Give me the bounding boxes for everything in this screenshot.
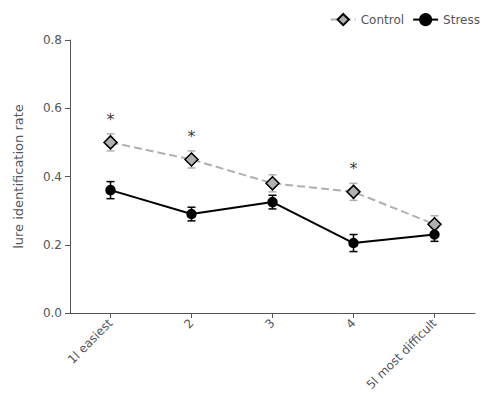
svg-text:0.8: 0.8 [43, 33, 62, 47]
svg-text:*: * [107, 110, 115, 129]
svg-text:0.4: 0.4 [43, 170, 62, 184]
svg-text:lure identification rate: lure identification rate [11, 104, 26, 249]
svg-text:1l easiest: 1l easiest [65, 316, 116, 367]
svg-text:Stress: Stress [443, 13, 480, 27]
svg-text:Control: Control [361, 13, 404, 27]
svg-text:4: 4 [343, 316, 358, 331]
svg-text:3: 3 [262, 316, 277, 331]
svg-text:5l most difficult: 5l most difficult [364, 316, 440, 392]
svg-text:2: 2 [181, 316, 196, 331]
svg-text:0.6: 0.6 [43, 101, 62, 115]
svg-text:*: * [188, 127, 196, 146]
svg-text:0.2: 0.2 [43, 238, 62, 252]
svg-text:*: * [350, 159, 358, 178]
svg-text:0.0: 0.0 [43, 306, 62, 320]
